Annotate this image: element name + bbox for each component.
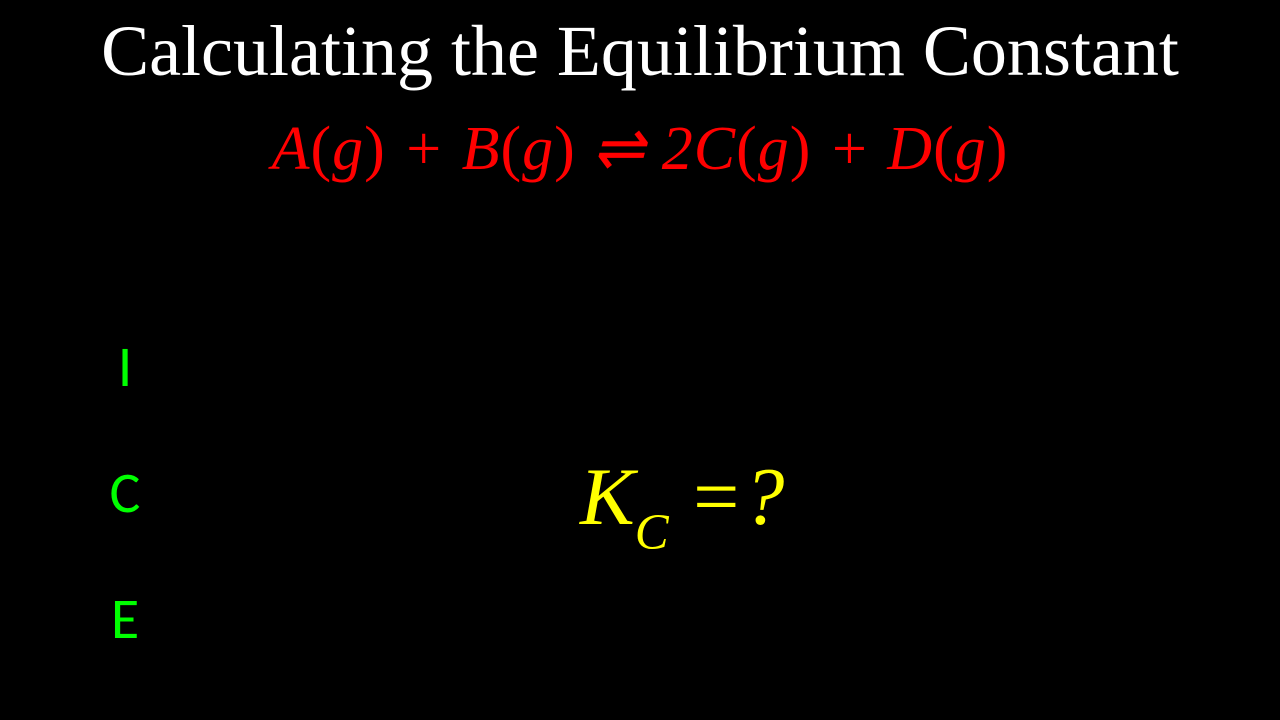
equation-term-2c: 2C(g): [662, 115, 812, 183]
ice-equilibrium: E: [105, 590, 145, 648]
equation-plus-2: +: [828, 115, 887, 183]
equation-equilibrium-arrow: ⇌: [592, 115, 661, 183]
equation-term-d: D(g): [887, 115, 1008, 183]
equation-term-a: A(g): [272, 115, 386, 183]
kc-question: ?: [743, 451, 784, 542]
equation-plus-1: +: [402, 115, 461, 183]
equation-term-b: B(g): [462, 115, 576, 183]
equilibrium-constant-expression: KC =?: [580, 450, 784, 553]
kc-subscript: C: [635, 504, 669, 560]
chemical-equation: A(g) + B(g) ⇌ 2C(g) + D(g): [0, 111, 1280, 185]
kc-equals: =: [693, 451, 739, 542]
slide-title: Calculating the Equilibrium Constant: [0, 0, 1280, 93]
kc-symbol: K: [580, 451, 635, 542]
ice-table-labels: I C E: [105, 338, 145, 716]
ice-initial: I: [105, 338, 145, 396]
ice-change: C: [105, 464, 145, 522]
